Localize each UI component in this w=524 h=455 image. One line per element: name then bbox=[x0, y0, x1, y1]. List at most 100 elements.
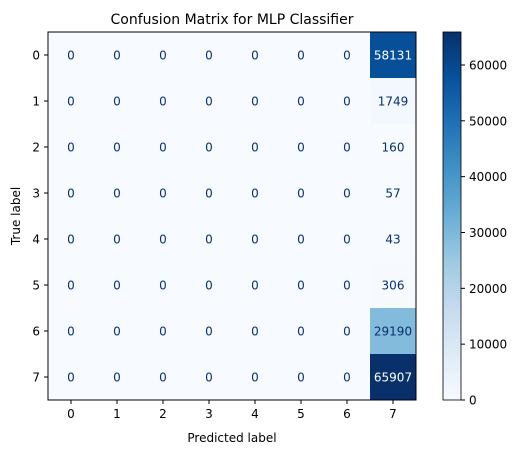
x-tick-label: 6 bbox=[343, 407, 351, 421]
cell-value-label: 0 bbox=[343, 371, 351, 385]
heatmap-cell bbox=[140, 170, 187, 217]
cell-value-label: 0 bbox=[205, 371, 213, 385]
heatmap-cell bbox=[94, 216, 141, 263]
colorbar-tick-label: 60000 bbox=[469, 58, 507, 72]
cell-value-label: 0 bbox=[297, 325, 305, 339]
heatmap-cell bbox=[140, 262, 187, 309]
heatmap-cell bbox=[370, 308, 417, 355]
cell-value-label: 0 bbox=[113, 49, 121, 63]
heatmap-cell bbox=[232, 78, 279, 125]
y-tick-label: 6 bbox=[32, 325, 40, 339]
cell-value-label: 29190 bbox=[374, 325, 412, 339]
heatmap-cell bbox=[94, 354, 141, 401]
heatmap-cell bbox=[186, 216, 233, 263]
cell-value-label: 0 bbox=[159, 371, 167, 385]
heatmap-cell bbox=[232, 354, 279, 401]
heatmap-cell bbox=[370, 216, 417, 263]
heatmap-cell bbox=[370, 124, 417, 171]
x-tick-label: 1 bbox=[113, 407, 121, 421]
cell-value-label: 0 bbox=[297, 141, 305, 155]
cell-value-label: 0 bbox=[251, 233, 259, 247]
cell-value-label: 0 bbox=[205, 141, 213, 155]
x-tick-label: 5 bbox=[297, 407, 305, 421]
cell-value-label: 0 bbox=[67, 233, 75, 247]
cell-value-label: 0 bbox=[205, 279, 213, 293]
colorbar-tick-label: 40000 bbox=[469, 170, 507, 184]
cell-value-label: 0 bbox=[251, 325, 259, 339]
heatmap-cells bbox=[48, 32, 417, 401]
heatmap-cell bbox=[278, 170, 325, 217]
heatmap-cell bbox=[370, 32, 417, 79]
heatmap-cell bbox=[140, 124, 187, 171]
cell-value-label: 43 bbox=[385, 233, 400, 247]
cell-value-label: 0 bbox=[159, 49, 167, 63]
cell-value-label: 0 bbox=[159, 187, 167, 201]
colorbar-tick-label: 0 bbox=[469, 394, 477, 408]
cell-value-label: 0 bbox=[251, 95, 259, 109]
heatmap-cell bbox=[48, 32, 95, 79]
heatmap-cell bbox=[324, 216, 371, 263]
cell-value-label: 0 bbox=[251, 279, 259, 293]
y-tick-label: 1 bbox=[32, 95, 40, 109]
heatmap-cell bbox=[140, 32, 187, 79]
heatmap-cell bbox=[186, 262, 233, 309]
heatmap-cell bbox=[324, 170, 371, 217]
y-axis-label: True label bbox=[9, 187, 23, 246]
plot-frame bbox=[47, 31, 417, 401]
heatmap-cell bbox=[324, 262, 371, 309]
cell-value-label: 0 bbox=[159, 233, 167, 247]
cell-value-label: 0 bbox=[159, 95, 167, 109]
cell-value-label: 0 bbox=[67, 141, 75, 155]
heatmap-cell bbox=[232, 124, 279, 171]
chart-title: Confusion Matrix for MLP Classifier bbox=[111, 12, 354, 28]
cell-value-label: 0 bbox=[113, 371, 121, 385]
cell-value-label: 0 bbox=[251, 141, 259, 155]
cell-value-label: 0 bbox=[297, 279, 305, 293]
y-tick-label: 7 bbox=[32, 371, 40, 385]
heatmap-cell bbox=[278, 124, 325, 171]
y-tick-label: 3 bbox=[32, 187, 40, 201]
cell-value-label: 306 bbox=[382, 279, 405, 293]
heatmap-cell bbox=[278, 216, 325, 263]
cell-value-label: 0 bbox=[205, 187, 213, 201]
cell-value-label: 0 bbox=[297, 233, 305, 247]
heatmap-cell bbox=[48, 170, 95, 217]
cell-value-label: 0 bbox=[159, 141, 167, 155]
heatmap-cell bbox=[324, 354, 371, 401]
heatmap-cell bbox=[48, 78, 95, 125]
x-tick-label: 3 bbox=[205, 407, 213, 421]
cell-value-label: 0 bbox=[159, 279, 167, 293]
cell-value-label: 0 bbox=[343, 141, 351, 155]
heatmap-cell bbox=[94, 170, 141, 217]
heatmap-cell bbox=[370, 262, 417, 309]
x-axis-label: Predicted label bbox=[187, 431, 276, 445]
x-tick-label: 0 bbox=[67, 407, 75, 421]
heatmap-cell bbox=[232, 32, 279, 79]
cell-value-label: 0 bbox=[205, 325, 213, 339]
cell-value-label: 0 bbox=[67, 49, 75, 63]
x-tick-label: 2 bbox=[159, 407, 167, 421]
heatmap-cell bbox=[186, 32, 233, 79]
colorbar-tick-label: 10000 bbox=[469, 338, 507, 352]
y-axis: 0 1 2 3 4 5 6 7 bbox=[32, 49, 48, 385]
heatmap-cell bbox=[94, 308, 141, 355]
heatmap-cell bbox=[324, 32, 371, 79]
x-tick-label: 4 bbox=[251, 407, 259, 421]
heatmap-cell bbox=[186, 78, 233, 125]
heatmap-cell bbox=[94, 124, 141, 171]
cell-value-label: 0 bbox=[113, 141, 121, 155]
heatmap-cell bbox=[278, 78, 325, 125]
x-axis: 0 1 2 3 4 5 6 7 bbox=[67, 400, 397, 421]
cell-value-label: 0 bbox=[297, 371, 305, 385]
cell-value-label: 57 bbox=[385, 187, 400, 201]
cell-value-label: 0 bbox=[113, 233, 121, 247]
cell-value-label: 0 bbox=[113, 95, 121, 109]
heatmap-cell bbox=[140, 308, 187, 355]
cell-value-label: 160 bbox=[382, 141, 405, 155]
heatmap-cell bbox=[48, 262, 95, 309]
heatmap-cell bbox=[186, 170, 233, 217]
cell-value-label: 0 bbox=[113, 325, 121, 339]
heatmap-cell bbox=[278, 354, 325, 401]
heatmap-cell bbox=[186, 354, 233, 401]
heatmap-cell bbox=[140, 78, 187, 125]
